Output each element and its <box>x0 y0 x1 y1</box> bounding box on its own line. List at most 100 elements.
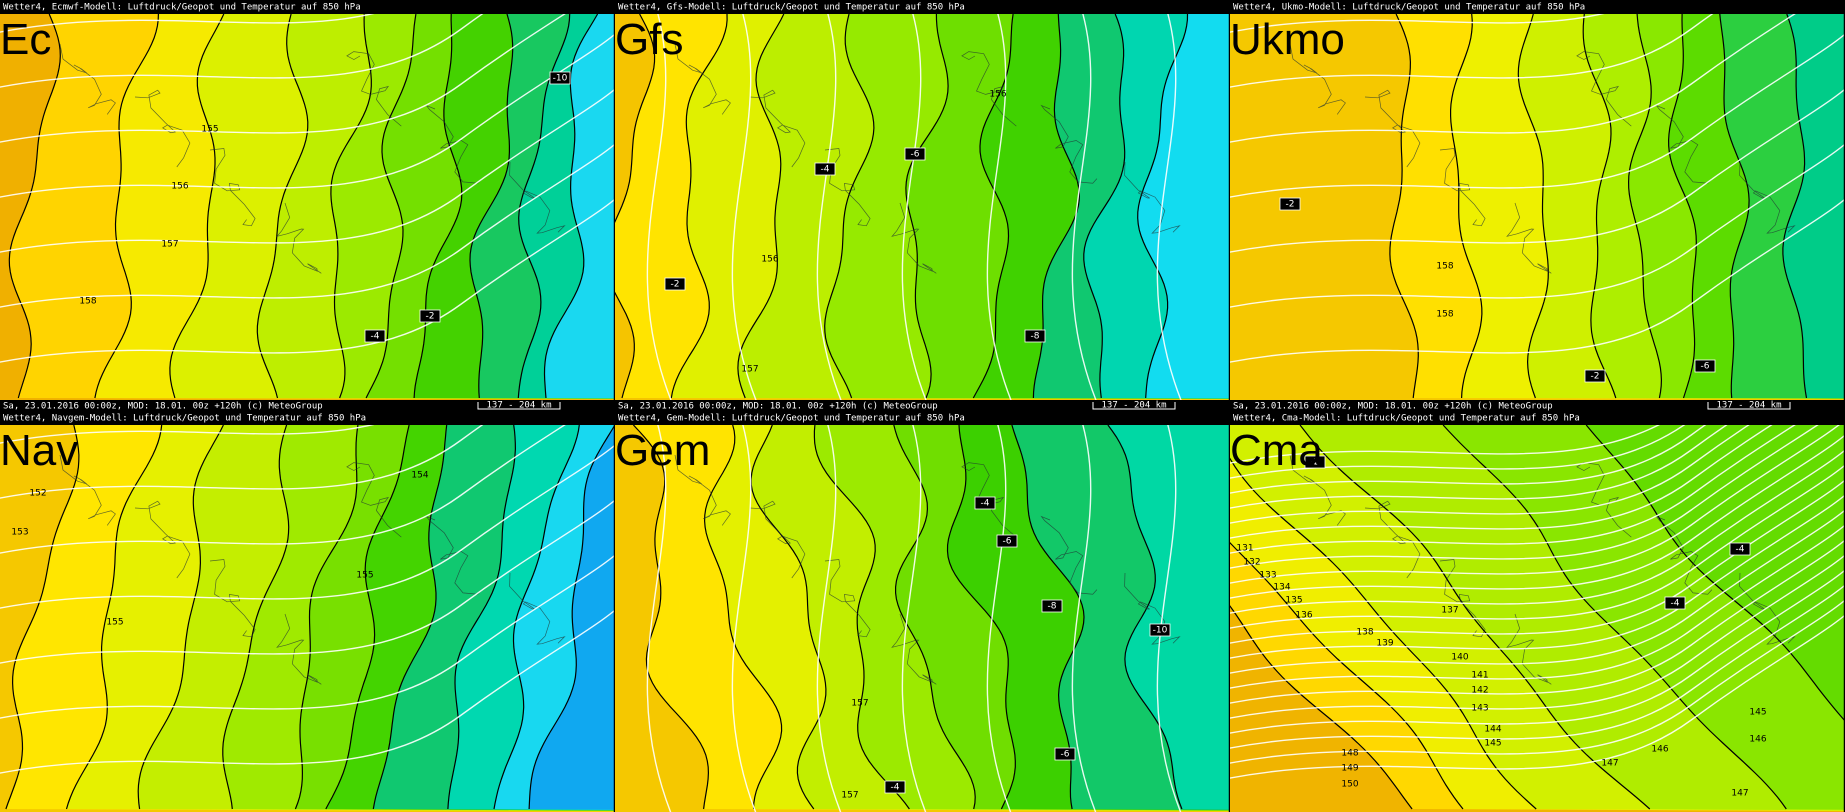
footer-bar <box>1230 400 1845 411</box>
contour-label: 146 <box>1749 735 1766 745</box>
panel-header: Wetter4, Ecmwf-Modell: Luftdruck/Geopot … <box>3 3 361 13</box>
temperature-contour <box>1230 605 1413 810</box>
contour-label: 134 <box>1273 583 1290 593</box>
contour-label: -4 <box>891 783 900 793</box>
footer-bar <box>0 400 615 411</box>
isobar <box>0 555 614 719</box>
temperature-contour <box>1627 14 1663 399</box>
model-panel: Wetter4, Gem-Modell: Luftdruck/Geopot un… <box>615 411 1231 812</box>
contour-label: 157 <box>161 240 178 250</box>
map: 155 156 157 158 -10 -2 -4 Ec <box>0 14 614 400</box>
isobar <box>1230 89 1844 253</box>
border-line <box>1576 462 1632 538</box>
isobar <box>0 89 614 253</box>
contour-label: 157 <box>851 699 868 709</box>
map: 152 153 154 155 155 Nav <box>0 425 614 812</box>
contour-label: 144 <box>1484 725 1501 735</box>
contour-label: 139 <box>1376 639 1393 649</box>
contour-label: -6 <box>1003 537 1012 547</box>
temperature-band <box>1137 14 1229 399</box>
panel-header: Wetter4, Gem-Modell: Luftdruck/Geopot un… <box>618 414 965 424</box>
temperature-contour <box>1582 14 1617 399</box>
temperature-contour <box>1011 425 1085 810</box>
temperature-contour <box>469 14 514 399</box>
temperature-contour <box>1719 14 1750 399</box>
isobar <box>1230 570 1844 734</box>
label-box <box>904 147 926 161</box>
temperature-contour <box>905 14 949 399</box>
isobar <box>0 425 375 444</box>
contour-label: 138 <box>1356 628 1373 638</box>
isobar <box>0 425 484 499</box>
border-line <box>1364 89 1421 168</box>
temperature-contour <box>946 425 1016 810</box>
contour-label: 155 <box>106 618 123 628</box>
label-box <box>974 496 996 510</box>
label-box <box>814 162 836 176</box>
temperature-contour <box>670 14 728 399</box>
border-line <box>1040 104 1098 184</box>
label-box <box>1664 596 1686 610</box>
isobar <box>1071 425 1097 812</box>
contour-label: 154 <box>411 471 428 481</box>
model-label: Cma <box>1230 426 1323 475</box>
border-line <box>346 462 402 538</box>
label-box <box>1729 542 1751 556</box>
border-line <box>749 89 806 168</box>
scale-bar <box>1707 402 1791 410</box>
border-line <box>1289 43 1346 115</box>
contour-label: 145 <box>1749 708 1766 718</box>
isobar <box>1230 495 1844 659</box>
isobar <box>1230 425 1686 479</box>
scale-bar <box>477 402 561 410</box>
label-box <box>884 780 906 794</box>
contour-label: 143 <box>1471 704 1488 714</box>
contour-label: 155 <box>356 571 373 581</box>
isobar <box>1230 450 1844 614</box>
temperature-contour <box>330 14 372 399</box>
temperature-contour <box>1083 14 1126 399</box>
isobar <box>1230 425 1750 524</box>
map: -4 -6 -8 -10 157 -6 157 -4 Gem <box>615 425 1229 812</box>
temperature-contour <box>372 425 448 810</box>
border-line <box>1439 148 1486 227</box>
temperature-contour <box>413 14 463 399</box>
model-panel: Wetter4, Cma-Modell: Luftdruck/Geopot un… <box>1230 411 1845 812</box>
model-label: Nav <box>0 426 78 475</box>
header-bar <box>615 0 1230 14</box>
contour-label: 136 <box>1295 611 1312 621</box>
temperature-contour <box>1782 14 1808 399</box>
contour-label: 153 <box>11 528 28 538</box>
temperature-band <box>529 426 614 810</box>
border-line <box>824 148 871 227</box>
isobar <box>1230 144 1844 308</box>
contour-label: -4 <box>981 499 990 509</box>
temperature-contour <box>1299 425 1651 810</box>
contour-label: -4 <box>371 332 380 342</box>
temperature-contour <box>632 425 710 810</box>
border-line <box>134 89 191 168</box>
isobar <box>1230 425 1840 584</box>
header-bar <box>615 411 1230 425</box>
model-panel: Wetter4, Gfs-Modell: Luftdruck/Geopot un… <box>615 0 1231 412</box>
isobar <box>0 34 614 198</box>
border-line <box>209 148 256 227</box>
isobar <box>1230 525 1844 689</box>
panel-footer: Sa, 23.01.2016 00:00z, MOD: 18.01. 00z +… <box>3 402 323 412</box>
border-line <box>1124 572 1181 645</box>
isobar <box>1230 435 1844 599</box>
isobar <box>1230 425 1796 554</box>
contour-label: -6 <box>1061 750 1070 760</box>
isobar <box>1230 199 1844 363</box>
border-line <box>1040 515 1098 595</box>
border-line <box>1739 161 1796 234</box>
temperature-contour <box>1137 14 1189 399</box>
isobar <box>1230 540 1844 704</box>
border-line <box>674 454 731 526</box>
temperature-contour <box>1442 425 1787 810</box>
contour-label: 148 <box>1341 749 1358 759</box>
contour-label: 155 <box>201 125 218 135</box>
temperature-contour <box>137 425 224 810</box>
label-box <box>1054 747 1076 761</box>
header-bar <box>0 0 615 14</box>
